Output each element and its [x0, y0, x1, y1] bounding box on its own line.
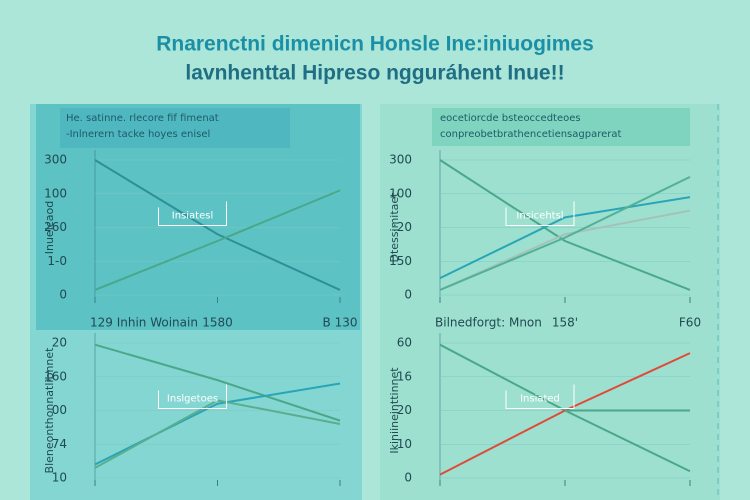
annotation-box [505, 384, 575, 409]
y-tick-label: 10 [397, 437, 412, 451]
chart-title: eocetiorcde bsteoccedteoes [440, 113, 581, 124]
annotation: Inslgetoes [167, 394, 218, 405]
y-tick-label: 0 [404, 288, 412, 302]
header-box [432, 108, 690, 146]
chart-subtitle: conpreobetbrathencetiensagparerat [440, 129, 622, 140]
line-series [439, 175, 691, 291]
line-series [94, 159, 341, 291]
y-tick-label: 0 [404, 471, 412, 485]
y-tick-label: 20 [397, 403, 412, 417]
y-tick-label: 160 [44, 369, 67, 383]
annotation: Insicehtsl [516, 211, 563, 222]
y-axis-label: Bleneonthonnatlibnnet [43, 347, 56, 474]
annotation: Insiatesl [172, 211, 213, 222]
y-tick-label: 10 [52, 471, 67, 485]
y-axis-label: Ikiniineinttinnet [388, 367, 401, 454]
y-tick-label: 150 [389, 254, 412, 268]
y-axis-label: Dtessimitaet [388, 192, 401, 263]
page-title: Rnarenctni dimenicn Honsle Ine:iniuogime… [156, 33, 594, 56]
y-tick-label: 260 [44, 220, 67, 234]
line-series [439, 159, 691, 291]
y-tick-label: 74 [52, 437, 67, 451]
line-series [94, 399, 341, 469]
x-tick-label: F60 [679, 316, 701, 330]
x-tick-label: 158' [552, 316, 578, 330]
header-box [60, 108, 290, 148]
line-series [439, 209, 691, 291]
y-tick-label: 100 [44, 186, 67, 200]
line-series [94, 343, 341, 422]
line-series [94, 189, 341, 291]
y-tick-label: 100 [389, 186, 412, 200]
x-tick-label: Bilnedforgt: Mnon [435, 316, 542, 330]
y-tick-label: 16 [397, 369, 412, 383]
panel [380, 104, 720, 500]
annotation: Insiated [520, 394, 560, 405]
annotation-box [158, 201, 227, 226]
chart-subtitle: -Inlnerern tacke hoyes enisel [66, 129, 210, 140]
annotation-box [505, 201, 575, 226]
y-tick-label: 300 [389, 153, 412, 167]
x-tick-label: 129 Inhin Woinain [90, 316, 198, 330]
page-subtitle: lavnhenttal Hipreso ngguráhent Inue!! [185, 62, 564, 85]
y-tick-label: 00 [52, 403, 67, 417]
y-tick-label: :20 [393, 220, 412, 234]
y-tick-label: 1-0 [47, 254, 67, 268]
y-axis-label: Inuelcaod [43, 201, 56, 255]
annotation-box [158, 384, 227, 409]
chart-title: He. satinne. rlecore fif fimenat [66, 113, 219, 124]
line-series [439, 196, 691, 280]
y-tick-label: 300 [44, 153, 67, 167]
y-tick-label: 20 [52, 336, 67, 350]
y-tick-label: 60 [397, 336, 412, 350]
y-tick-label: 0 [59, 288, 67, 302]
x-tick-label: B 130 [323, 316, 358, 330]
x-tick-label: 1580 [202, 316, 233, 330]
